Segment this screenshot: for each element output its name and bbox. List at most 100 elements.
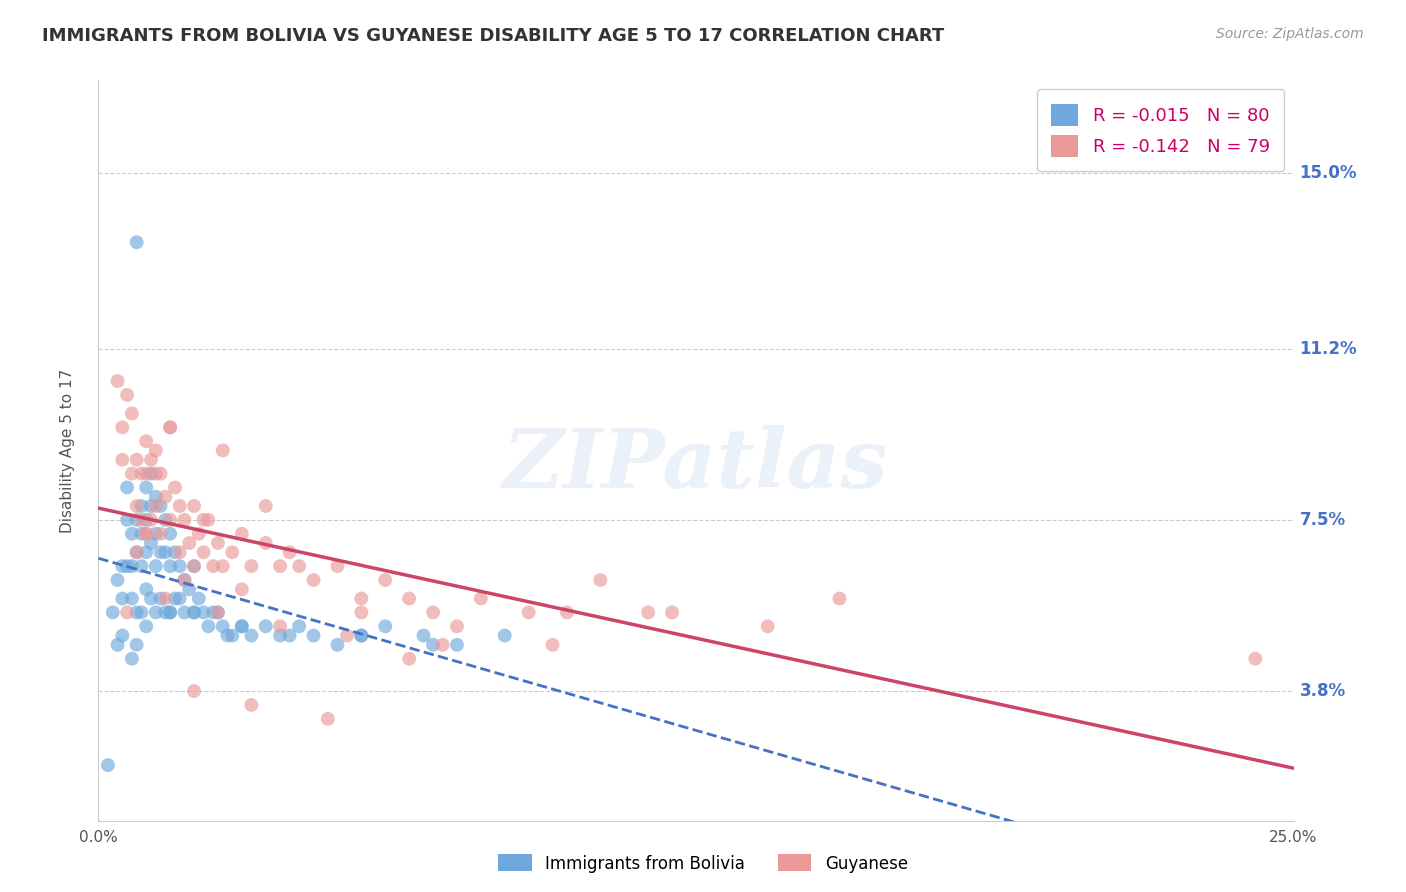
Text: 7.5%: 7.5% [1299, 511, 1346, 529]
Point [302, 628, 325, 642]
Point [159, 420, 181, 434]
Point [374, 619, 396, 633]
Point [240, 698, 263, 712]
Point [555, 606, 578, 620]
Point [135, 481, 157, 495]
Point [494, 628, 516, 642]
Point [115, 559, 138, 574]
Point [432, 638, 454, 652]
Point [221, 545, 243, 559]
Point [145, 467, 167, 481]
Point [111, 452, 134, 467]
Point [326, 638, 349, 652]
Point [193, 606, 215, 620]
Point [111, 559, 134, 574]
Point [121, 651, 143, 665]
Point [211, 619, 233, 633]
Point [135, 526, 157, 541]
Legend: Immigrants from Bolivia, Guyanese: Immigrants from Bolivia, Guyanese [492, 847, 914, 880]
Point [269, 559, 291, 574]
Point [412, 628, 434, 642]
Point [131, 606, 153, 620]
Point [173, 513, 195, 527]
Point [350, 591, 373, 606]
Point [316, 712, 339, 726]
Text: 11.2%: 11.2% [1299, 340, 1357, 358]
Point [159, 606, 181, 620]
Point [254, 619, 277, 633]
Point [183, 606, 205, 620]
Point [302, 573, 325, 587]
Point [446, 638, 468, 652]
Point [197, 619, 219, 633]
Text: ZIPatlas: ZIPatlas [503, 425, 889, 505]
Point [193, 513, 215, 527]
Point [155, 490, 177, 504]
Point [107, 374, 129, 388]
Point [125, 513, 148, 527]
Point [107, 638, 129, 652]
Point [288, 619, 311, 633]
Point [135, 434, 157, 449]
Text: 15.0%: 15.0% [1299, 164, 1357, 182]
Point [221, 628, 243, 642]
Point [1244, 651, 1267, 665]
Point [183, 559, 205, 574]
Point [207, 536, 229, 550]
Point [125, 545, 148, 559]
Point [240, 559, 263, 574]
Point [183, 499, 205, 513]
Point [115, 481, 138, 495]
Point [193, 545, 215, 559]
Point [183, 559, 205, 574]
Point [139, 467, 162, 481]
Point [374, 573, 396, 587]
Point [145, 490, 167, 504]
Point [125, 499, 148, 513]
Point [145, 443, 167, 458]
Point [115, 513, 138, 527]
Point [115, 388, 138, 402]
Point [163, 481, 186, 495]
Point [149, 499, 172, 513]
Point [139, 513, 162, 527]
Point [211, 559, 233, 574]
Point [121, 591, 143, 606]
Point [422, 638, 444, 652]
Text: IMMIGRANTS FROM BOLIVIA VS GUYANESE DISABILITY AGE 5 TO 17 CORRELATION CHART: IMMIGRANTS FROM BOLIVIA VS GUYANESE DISA… [42, 27, 945, 45]
Point [125, 638, 148, 652]
Point [139, 499, 162, 513]
Point [211, 443, 233, 458]
Point [398, 651, 420, 665]
Y-axis label: Disability Age 5 to 17: Disability Age 5 to 17 [60, 368, 75, 533]
Point [336, 628, 359, 642]
Point [145, 606, 167, 620]
Text: Source: ZipAtlas.com: Source: ZipAtlas.com [1216, 27, 1364, 41]
Point [350, 628, 373, 642]
Point [637, 606, 659, 620]
Point [254, 536, 277, 550]
Point [187, 526, 209, 541]
Point [131, 559, 153, 574]
Point [187, 591, 209, 606]
Point [139, 452, 162, 467]
Point [145, 526, 167, 541]
Point [202, 606, 225, 620]
Point [111, 420, 134, 434]
Point [145, 499, 167, 513]
Point [135, 619, 157, 633]
Point [159, 559, 181, 574]
Point [231, 619, 253, 633]
Point [139, 591, 162, 606]
Point [183, 606, 205, 620]
Point [517, 606, 540, 620]
Point [288, 559, 311, 574]
Point [145, 559, 167, 574]
Point [470, 591, 492, 606]
Point [149, 526, 172, 541]
Point [173, 573, 195, 587]
Point [125, 452, 148, 467]
Point [125, 606, 148, 620]
Point [661, 606, 683, 620]
Point [101, 606, 124, 620]
